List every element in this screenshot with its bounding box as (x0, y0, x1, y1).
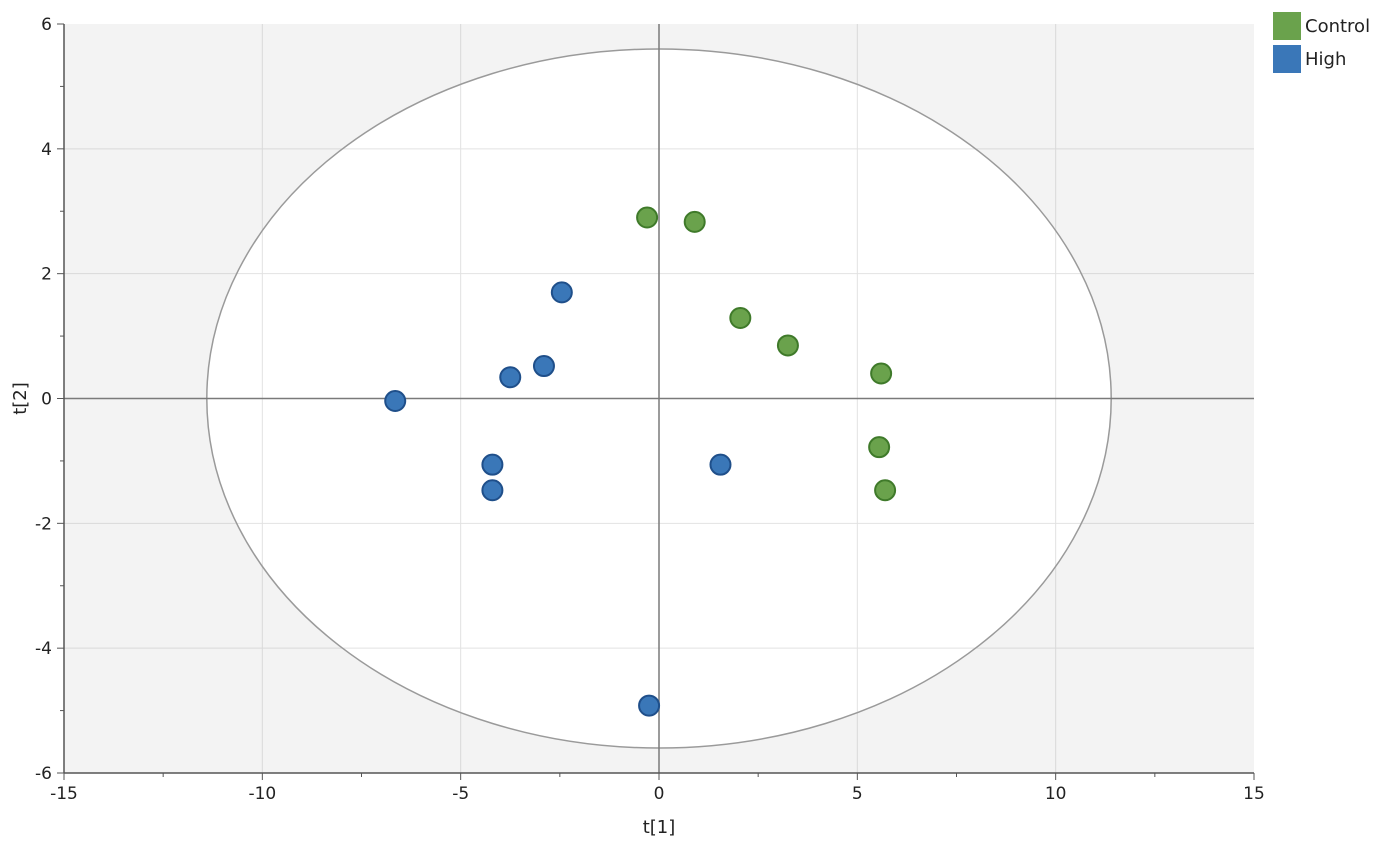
point-control (776, 334, 799, 357)
point-high (550, 281, 573, 304)
y-tick-label: 0 (41, 390, 52, 410)
point-control (874, 479, 897, 502)
point-high (481, 453, 504, 476)
legend-label-control: Control (1305, 16, 1370, 37)
point-high (481, 479, 504, 502)
point-control (868, 436, 891, 459)
y-tick-label: -6 (35, 764, 52, 784)
point-high (499, 366, 522, 389)
x-tick-label: -10 (248, 784, 276, 804)
y-tick-label: -2 (35, 514, 52, 534)
legend-swatch-high (1273, 45, 1301, 73)
y-tick-label: -4 (35, 639, 52, 659)
y-tick-label: 4 (41, 140, 52, 160)
x-tick-label: 10 (1045, 784, 1067, 804)
point-high (709, 453, 732, 476)
x-tick-label: -5 (452, 784, 469, 804)
y-tick-label: 6 (41, 15, 52, 35)
x-tick-label: 5 (852, 784, 863, 804)
legend-label-high: High (1305, 49, 1346, 70)
point-control (636, 206, 659, 229)
legend-swatch-control (1273, 12, 1301, 40)
x-tick-label: -15 (50, 784, 78, 804)
point-control (729, 306, 752, 329)
point-high (384, 389, 407, 412)
point-high (638, 694, 661, 717)
x-axis-label: t[1] (643, 817, 676, 838)
y-axis-label: t[2] (10, 382, 31, 415)
point-high (532, 355, 555, 378)
point-control (683, 210, 706, 233)
point-control (870, 362, 893, 385)
y-tick-label: 2 (41, 265, 52, 285)
x-tick-label: 0 (654, 784, 665, 804)
x-tick-label: 15 (1243, 784, 1265, 804)
